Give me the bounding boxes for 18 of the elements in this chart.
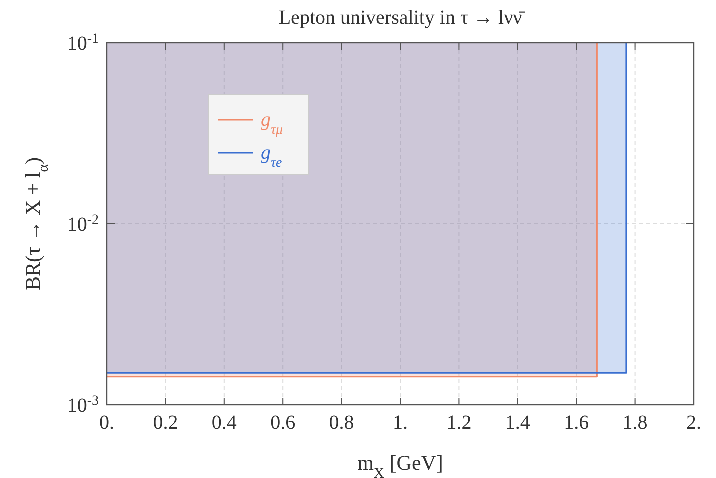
x-tick-label: 1. <box>393 412 408 434</box>
x-tick-label: 1.6 <box>564 412 590 434</box>
x-tick-label: 1.4 <box>505 412 530 434</box>
x-tick-label: 1.2 <box>446 412 472 434</box>
y-tick-label: 10$^{-2}$ <box>67 212 99 236</box>
x-axis-title: m$_{X}$ [GeV] <box>358 451 444 478</box>
x-tick-label: 0.6 <box>270 412 296 434</box>
legend-label: g$_{τμ}$ <box>261 109 284 138</box>
y-tick-label: 10$^{-1}$ <box>67 32 99 55</box>
x-tick-label: 0.8 <box>329 412 354 434</box>
x-tick-label: 0.2 <box>153 412 178 434</box>
y-tick-label: 10$^{-3}$ <box>67 394 99 417</box>
chart-title: Lepton universality in τ → lνν̄ <box>278 7 526 29</box>
x-tick-label: 0.4 <box>212 412 237 434</box>
legend-label: g$_{τe}$ <box>261 142 282 170</box>
x-tick-label: 2. <box>686 412 702 434</box>
x-tick-label: 0. <box>100 412 114 434</box>
x-tick-label: 1.8 <box>622 412 648 434</box>
